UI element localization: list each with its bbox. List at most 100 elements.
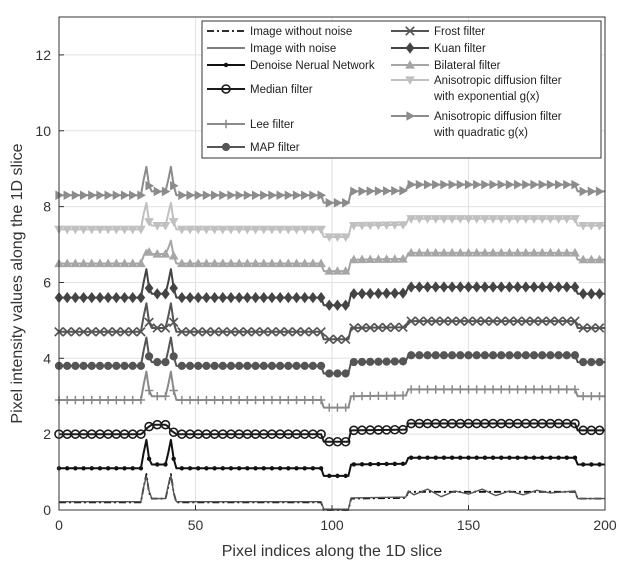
- data-point: [488, 385, 498, 394]
- data-point: [587, 392, 596, 401]
- data-point: [325, 198, 335, 208]
- data-point: [570, 247, 580, 257]
- data-point: [399, 185, 408, 196]
- data-point: [228, 466, 234, 471]
- data-point: [381, 322, 392, 333]
- data-point: [595, 186, 605, 197]
- data-point: [480, 247, 490, 257]
- data-point: [382, 357, 391, 366]
- data-point: [105, 466, 111, 471]
- data-point: [316, 291, 326, 304]
- y-tick-label: 6: [43, 274, 51, 290]
- data-point: [169, 352, 178, 361]
- data-point: [71, 395, 80, 405]
- data-point: [153, 392, 162, 401]
- data-point: [505, 351, 514, 360]
- data-point: [333, 403, 342, 412]
- data-point: [406, 247, 416, 257]
- data-point: [496, 316, 507, 326]
- data-point: [374, 357, 383, 366]
- legend-label: Median filter: [250, 84, 313, 96]
- data-point: [127, 258, 138, 268]
- data-point: [595, 358, 604, 367]
- data-point: [127, 225, 138, 235]
- legend-item: Anisotropic diffusion filter with exponen…: [391, 75, 562, 103]
- data-point: [209, 258, 220, 268]
- data-point: [561, 215, 572, 224]
- data-point: [146, 456, 152, 462]
- data-point: [122, 466, 127, 471]
- data-point: [561, 316, 572, 326]
- data-point: [235, 361, 244, 370]
- data-point: [209, 326, 220, 337]
- data-point: [103, 225, 113, 235]
- data-point: [87, 395, 96, 405]
- data-point: [341, 369, 350, 378]
- data-point: [464, 179, 474, 190]
- data-point: [286, 466, 291, 471]
- data-point: [390, 287, 400, 299]
- data-point: [144, 282, 154, 294]
- data-point: [243, 361, 252, 370]
- data-point: [308, 258, 318, 268]
- legend-marker: [405, 60, 415, 69]
- data-point: [343, 473, 348, 479]
- data-point: [81, 466, 86, 471]
- data-point: [586, 221, 597, 231]
- data-point: [597, 462, 602, 467]
- data-point: [136, 395, 146, 405]
- data-point: [168, 250, 179, 260]
- data-point: [392, 461, 397, 467]
- series-4: [54, 370, 605, 412]
- data-point: [341, 299, 350, 311]
- data-point: [456, 281, 465, 293]
- data-point: [537, 316, 548, 326]
- data-point: [546, 351, 555, 360]
- data-point: [472, 281, 481, 293]
- data-point: [111, 326, 122, 337]
- data-point: [179, 466, 185, 471]
- data-point: [136, 258, 146, 268]
- data-point: [308, 395, 318, 405]
- data-point: [398, 357, 408, 366]
- data-point: [292, 395, 301, 405]
- data-point: [160, 323, 171, 333]
- data-point: [95, 258, 105, 268]
- data-point: [104, 361, 113, 370]
- data-point: [251, 291, 260, 304]
- data-point: [250, 326, 261, 337]
- data-point: [488, 316, 498, 326]
- data-point: [275, 225, 285, 235]
- data-point: [227, 190, 236, 201]
- data-point: [422, 215, 433, 224]
- data-point: [389, 254, 400, 263]
- data-point: [128, 361, 137, 370]
- data-point: [136, 429, 146, 439]
- data-point: [219, 190, 228, 201]
- data-point: [595, 288, 604, 300]
- data-point: [267, 258, 277, 268]
- data-point: [425, 455, 430, 460]
- data-point: [586, 323, 597, 333]
- legend-label: Lee filter: [250, 119, 294, 131]
- data-point: [202, 291, 211, 304]
- data-point: [269, 466, 275, 471]
- data-point: [594, 221, 605, 231]
- data-point: [136, 361, 145, 370]
- data-point: [488, 351, 498, 360]
- data-point: [466, 455, 471, 460]
- data-point: [193, 225, 204, 235]
- data-point: [258, 326, 269, 337]
- legend: Image without noise Image with noise Denoi…: [201, 20, 602, 159]
- data-point: [537, 281, 547, 293]
- data-point: [202, 395, 211, 405]
- data-point: [251, 190, 261, 201]
- data-point: [512, 215, 523, 224]
- data-point: [71, 190, 81, 201]
- data-point: [196, 466, 201, 471]
- data-point: [292, 361, 301, 370]
- data-point: [332, 266, 343, 275]
- data-point: [447, 247, 457, 257]
- data-point: [381, 221, 392, 231]
- data-point: [374, 287, 383, 300]
